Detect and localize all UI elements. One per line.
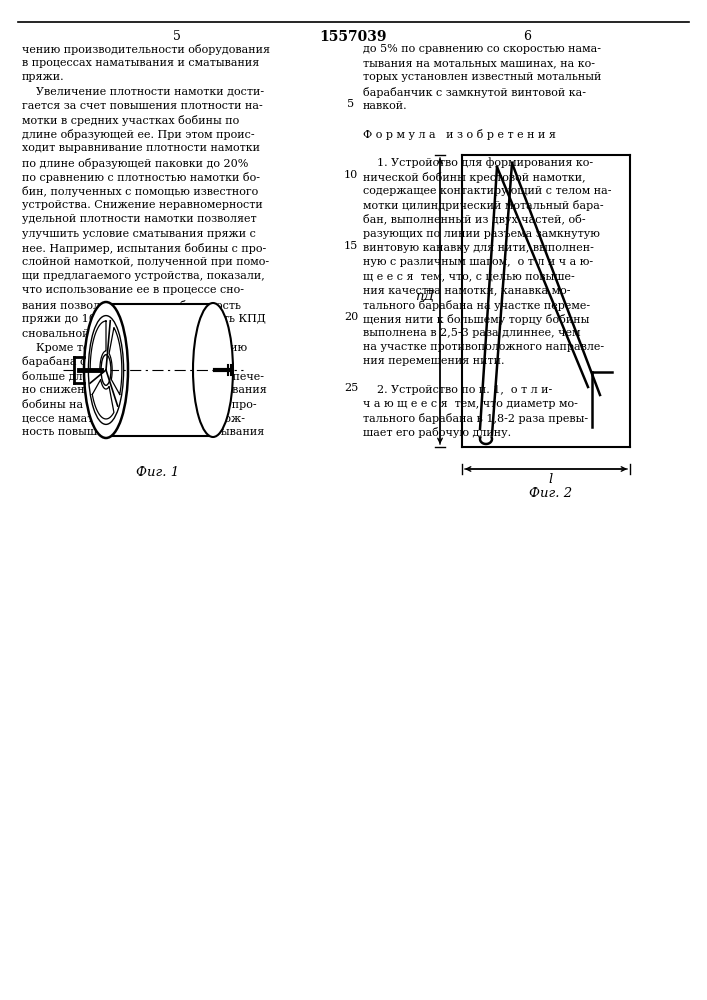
Text: бобины на поверхности барабана в про-: бобины на поверхности барабана в про-: [22, 399, 257, 410]
Text: 15: 15: [344, 241, 358, 251]
Text: по длине образующей паковки до 20%: по длине образующей паковки до 20%: [22, 158, 248, 169]
Text: длине образующей ее. При этом проис-: длине образующей ее. При этом проис-: [22, 129, 255, 140]
Text: 25: 25: [344, 383, 358, 393]
Text: ния качества намотки, канавка мо-: ния качества намотки, канавка мо-: [363, 285, 571, 295]
Text: слойной намоткой, полученной при помо-: слойной намоткой, полученной при помо-: [22, 257, 269, 267]
Text: тывания на мотальных машинах, на ко-: тывания на мотальных машинах, на ко-: [363, 58, 595, 68]
Text: что использование ее в процессе сно-: что использование ее в процессе сно-: [22, 285, 244, 295]
Text: 10: 10: [344, 170, 358, 180]
Text: до 5% по сравнению со скоростью нама-: до 5% по сравнению со скоростью нама-: [363, 44, 601, 54]
Text: 2. Устройство по п. 1,  о т л и-: 2. Устройство по п. 1, о т л и-: [363, 385, 552, 395]
Text: нической бобины крестовой намотки,: нической бобины крестовой намотки,: [363, 172, 585, 183]
Text: тального барабана на участке переме-: тального барабана на участке переме-: [363, 300, 590, 311]
Text: пряжи.: пряжи.: [22, 72, 64, 82]
Text: 6: 6: [523, 30, 531, 43]
Ellipse shape: [101, 355, 111, 385]
Text: 20: 20: [344, 312, 358, 322]
Text: содержащее контактирующий с телом на-: содержащее контактирующий с телом на-: [363, 186, 612, 196]
Text: торых установлен известный мотальный: торых установлен известный мотальный: [363, 72, 602, 82]
Text: Фиг. 1: Фиг. 1: [136, 466, 180, 479]
Text: пД: пД: [415, 290, 434, 302]
Text: нее. Например, испытания бобины с про-: нее. Например, испытания бобины с про-: [22, 243, 267, 254]
Text: 1. Устройство для формирования ко-: 1. Устройство для формирования ко-: [363, 158, 593, 168]
Text: пряжи до 10%, тем самым повысить КПД: пряжи до 10%, тем самым повысить КПД: [22, 314, 266, 324]
Text: 5: 5: [347, 99, 355, 109]
Text: мотки в средних участках бобины по: мотки в средних участках бобины по: [22, 115, 239, 126]
Text: Фиг. 2: Фиг. 2: [530, 487, 573, 500]
Text: устройства. Снижение неравномерности: устройства. Снижение неравномерности: [22, 200, 263, 210]
Text: l: l: [549, 473, 553, 486]
Text: Кроме того, благодаря выполнению: Кроме того, благодаря выполнению: [22, 342, 247, 353]
Text: вания позволяет снизить обрывность: вания позволяет снизить обрывность: [22, 300, 241, 311]
Polygon shape: [106, 304, 213, 436]
Text: но снижение величины проскальзывания: но снижение величины проскальзывания: [22, 385, 267, 395]
Text: барабана с диаметром в 1,8-2 раза: барабана с диаметром в 1,8-2 раза: [22, 356, 226, 367]
Text: гается за счет повышения плотности на-: гается за счет повышения плотности на-: [22, 101, 263, 111]
Text: барабанчик с замкнутой винтовой ка-: барабанчик с замкнутой винтовой ка-: [363, 87, 586, 98]
Text: мотки цилиндрический мотальный бара-: мотки цилиндрический мотальный бара-: [363, 200, 604, 211]
Text: больше длины раскладки нити обеспече-: больше длины раскладки нити обеспече-: [22, 371, 264, 382]
Text: щения нити к большему торцу бобины: щения нити к большему торцу бобины: [363, 314, 590, 325]
Text: бин, полученных с помощью известного: бин, полученных с помощью известного: [22, 186, 258, 197]
Text: разующих по линии разъема замкнутую: разующих по линии разъема замкнутую: [363, 229, 600, 239]
Text: навкой.: навкой.: [363, 101, 408, 111]
Text: щ е е с я  тем, что, с целью повыше-: щ е е с я тем, что, с целью повыше-: [363, 271, 575, 281]
Text: щи предлагаемого устройства, показали,: щи предлагаемого устройства, показали,: [22, 271, 264, 281]
Text: 1557039: 1557039: [320, 30, 387, 44]
Text: тального барабана в 1,8-2 раза превы-: тального барабана в 1,8-2 раза превы-: [363, 413, 588, 424]
Text: выполнена в 2,5-3 раза длиннее, чем: выполнена в 2,5-3 раза длиннее, чем: [363, 328, 580, 338]
Text: Увеличение плотности намотки дости-: Увеличение плотности намотки дости-: [22, 87, 264, 97]
Text: на участке противоположного направле-: на участке противоположного направле-: [363, 342, 604, 352]
Text: улучшить условие сматывания пряжи с: улучшить условие сматывания пряжи с: [22, 229, 256, 239]
Text: удельной плотности намотки позволяет: удельной плотности намотки позволяет: [22, 214, 257, 224]
Text: бан, выполненный из двух частей, об-: бан, выполненный из двух частей, об-: [363, 214, 585, 225]
Text: чению производительности оборудования: чению производительности оборудования: [22, 44, 270, 55]
Text: 5: 5: [173, 30, 181, 43]
Ellipse shape: [84, 302, 128, 438]
Text: винтовую канавку для нити, выполнен-: винтовую канавку для нити, выполнен-: [363, 243, 594, 253]
Text: ность повышения скорости наматывания: ность повышения скорости наматывания: [22, 427, 264, 437]
Text: по сравнению с плотностью намотки бо-: по сравнению с плотностью намотки бо-: [22, 172, 260, 183]
Text: ч а ю щ е е с я  тем, что диаметр мо-: ч а ю щ е е с я тем, что диаметр мо-: [363, 399, 578, 409]
Text: цессе наматывания, что дает возмож-: цессе наматывания, что дает возмож-: [22, 413, 245, 423]
Text: сновальной машины до 1,5%.: сновальной машины до 1,5%.: [22, 328, 194, 338]
Text: ходит выравнивание плотности намотки: ходит выравнивание плотности намотки: [22, 143, 260, 153]
Text: Ф о р м у л а   и з о б р е т е н и я: Ф о р м у л а и з о б р е т е н и я: [363, 129, 556, 140]
Text: ную с различным шагом,  о т л и ч а ю-: ную с различным шагом, о т л и ч а ю-: [363, 257, 593, 267]
Text: шает его рабочую длину.: шает его рабочую длину.: [363, 427, 511, 438]
Text: в процессах наматывания и сматывания: в процессах наматывания и сматывания: [22, 58, 259, 68]
Text: ния перемещения нити.: ния перемещения нити.: [363, 356, 505, 366]
Ellipse shape: [193, 303, 233, 437]
